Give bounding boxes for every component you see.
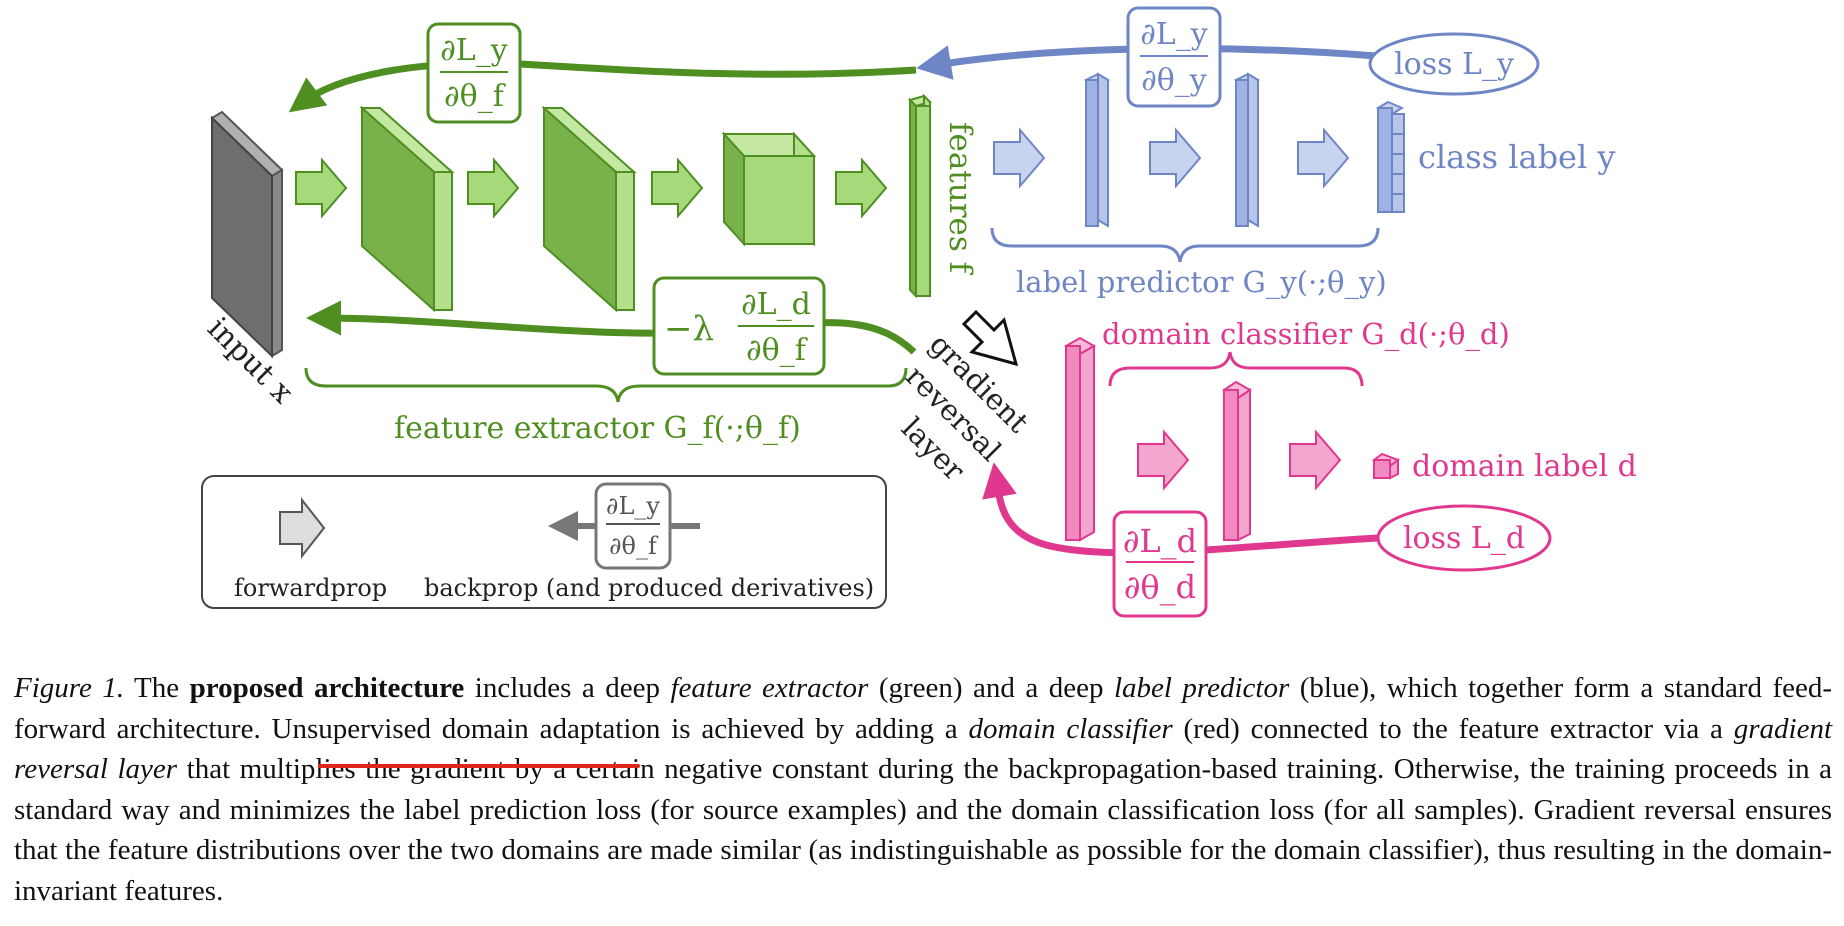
forward-arrow-4 xyxy=(835,157,888,219)
domain-layer-2 xyxy=(1222,380,1252,542)
label-predictor-brace xyxy=(990,227,1380,263)
derivative-denominator: ∂θ_d xyxy=(1124,568,1196,606)
legend-box: forwardprop ∂L_y ∂θ_f backprop (and prod… xyxy=(201,475,887,609)
caption-term-label-predictor: label predictor xyxy=(1113,672,1290,704)
legend-forward-label: forwardprop xyxy=(234,574,387,602)
domain-classifier-brace xyxy=(1108,351,1364,387)
domain-forward-arrow-1 xyxy=(1137,429,1190,491)
caption-term-domain-classifier: domain classifier xyxy=(968,712,1173,745)
conv-layer-3 xyxy=(721,131,817,247)
label-forward-arrow-1 xyxy=(993,127,1046,189)
derivative-numerator: ∂L_y xyxy=(1140,17,1207,52)
architecture-diagram: input x features f feature extractor G_f… xyxy=(200,6,1637,618)
derivative-numerator: ∂L_d xyxy=(741,287,811,322)
domain-forward-arrow-2 xyxy=(1289,429,1342,491)
backprop-arrow-label-to-features xyxy=(288,59,917,113)
loss-y-label: loss L_y xyxy=(1394,47,1514,82)
domain-classifier-label: domain classifier G_d(·;θ_d) xyxy=(1102,317,1510,352)
feature-extractor-brace xyxy=(304,367,908,403)
caption-underline-annotation xyxy=(318,764,640,768)
caption-text: that multiplies the gradient by a certai… xyxy=(14,753,1833,907)
domain-label-text: domain label d xyxy=(1412,449,1637,484)
class-label-text: class label y xyxy=(1418,138,1615,176)
conv-layer-1 xyxy=(359,105,455,313)
domain-label-output xyxy=(1371,452,1401,480)
label-forward-arrow-3 xyxy=(1297,127,1350,189)
derivative-box-dLy-dthf: ∂L_y ∂θ_f xyxy=(426,22,522,124)
derivative-numerator: ∂L_y xyxy=(440,33,507,68)
caption-text: (red) connected to the feature extractor… xyxy=(1183,712,1723,745)
legend-derivative-box xyxy=(594,482,672,570)
label-forward-arrow-2 xyxy=(1149,127,1202,189)
label-layer-1 xyxy=(1083,72,1111,228)
derivative-numerator: ∂L_d xyxy=(1123,522,1197,560)
loss-d-node: loss L_d xyxy=(1376,504,1552,572)
grl-hollow-arrow xyxy=(961,309,1019,367)
forward-arrow-2 xyxy=(467,157,520,219)
derivative-box-neg-lambda-dLd-dthf: −λ ∂L_d ∂θ_f xyxy=(652,276,826,376)
legend-forward-arrow-icon xyxy=(279,497,326,559)
legend-backprop-label: backprop (and produced derivatives) xyxy=(424,574,874,602)
derivative-prefix: −λ xyxy=(664,309,714,349)
input-slab xyxy=(210,110,284,359)
domain-layer-1 xyxy=(1063,336,1097,542)
features-layer xyxy=(908,93,932,299)
loss-d-label: loss L_d xyxy=(1403,521,1525,556)
caption-text: The xyxy=(134,672,180,704)
derivative-denominator: ∂θ_f xyxy=(444,79,506,114)
forward-arrow-1 xyxy=(295,157,348,219)
legend-derivative-numerator: ∂L_y xyxy=(606,492,660,520)
derivative-denominator: ∂θ_y xyxy=(1141,63,1207,98)
forward-arrow-3 xyxy=(651,157,704,219)
caption-text: (green) and a deep xyxy=(878,672,1104,704)
label-predictor-label: label predictor G_y(·;θ_y) xyxy=(1016,265,1387,300)
feature-extractor-label: feature extractor G_f(·;θ_f) xyxy=(394,411,801,446)
backprop-arrow-loss-d xyxy=(982,462,1379,557)
derivative-box-dLd-dthd: ∂L_d ∂θ_d xyxy=(1112,510,1208,618)
figure-caption: Figure 1. The proposed architecture incl… xyxy=(14,668,1832,911)
caption-bold-term: proposed architecture xyxy=(189,672,465,704)
caption-text: (blue), which together form a standard f… xyxy=(14,672,1833,745)
caption-figure-label: Figure 1. xyxy=(14,672,125,704)
class-label-output xyxy=(1375,100,1405,213)
derivative-denominator: ∂θ_f xyxy=(746,333,808,368)
caption-text: includes a deep xyxy=(474,672,661,704)
loss-y-node: loss L_y xyxy=(1368,32,1540,96)
legend-derivative-denominator: ∂θ_f xyxy=(609,532,659,560)
caption-term-feature-extractor: feature extractor xyxy=(670,672,869,704)
conv-layer-2 xyxy=(541,105,637,313)
label-layer-2 xyxy=(1233,72,1261,228)
caption-term-gradient-reversal-layer: gradient reversal layer xyxy=(14,712,1833,786)
features-label: features f xyxy=(942,122,978,276)
derivative-box-dLy-dthy: ∂L_y ∂θ_y xyxy=(1126,6,1222,108)
